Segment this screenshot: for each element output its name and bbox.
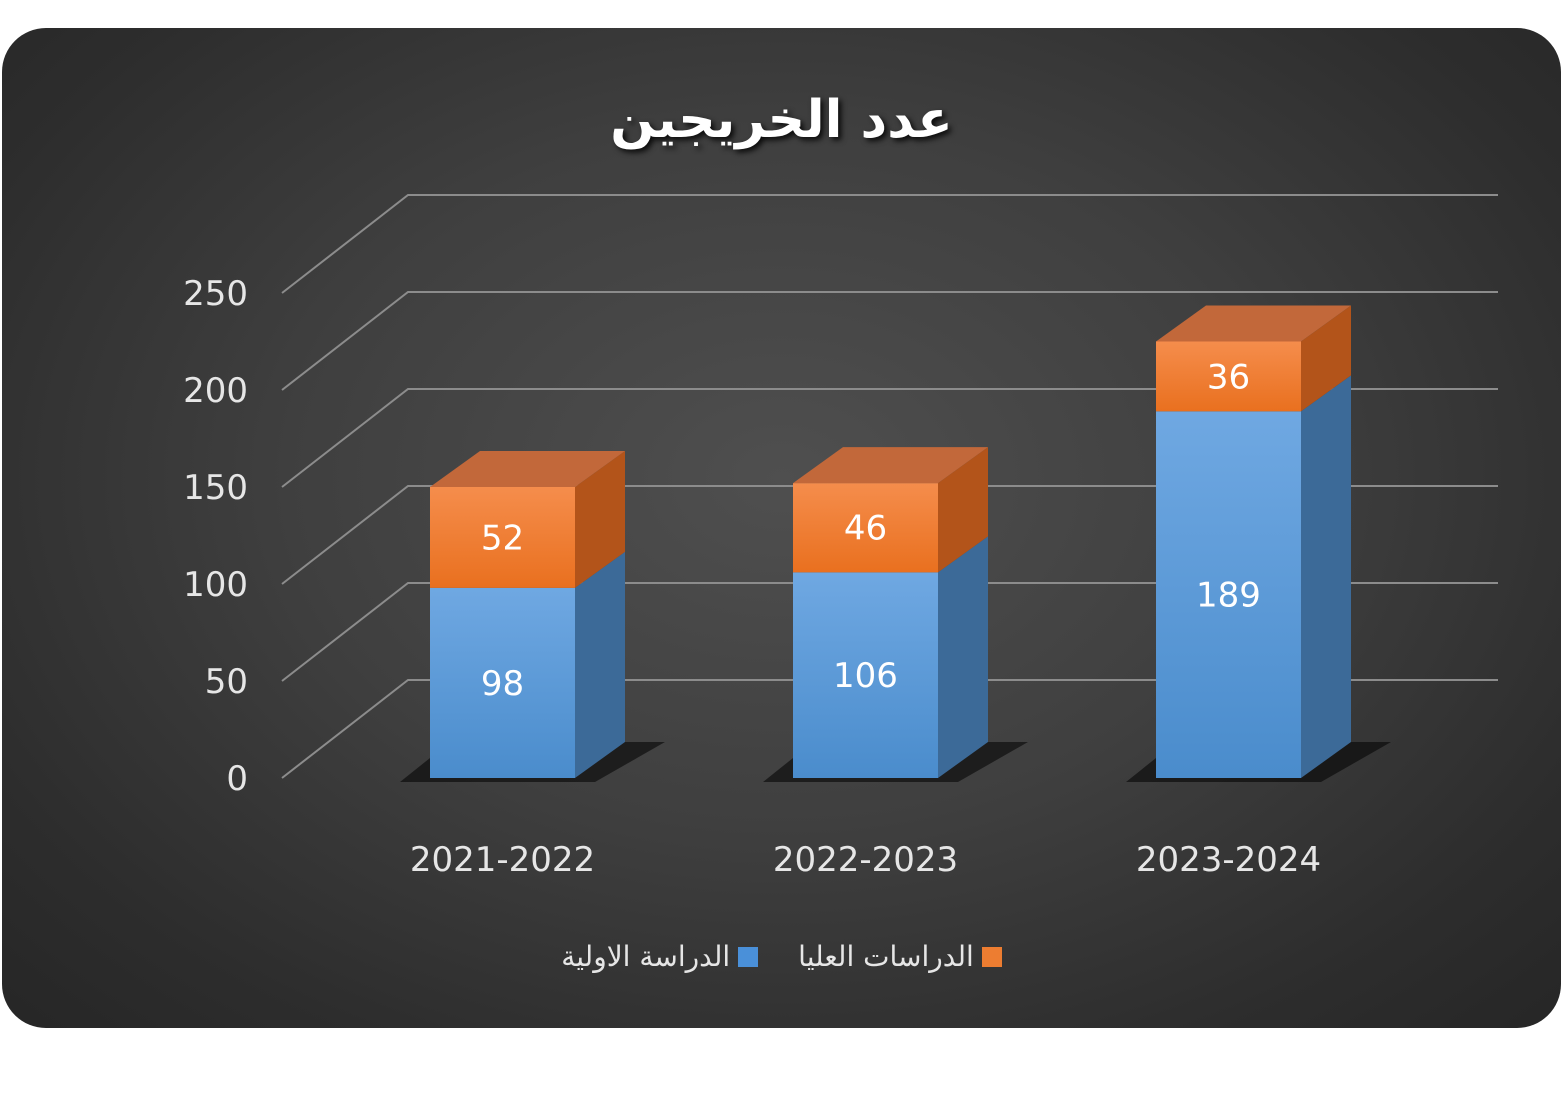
bar-value-label: 189 [1196, 576, 1261, 616]
bars [400, 305, 1391, 782]
bar-value-label: 36 [1207, 357, 1250, 397]
chart-plot: 0 50 100 150 200 250 98 52 106 46 189 36 2021-2022… [183, 194, 1498, 880]
x-category-label: 2023-2024 [1136, 840, 1321, 880]
bar-side [575, 551, 625, 778]
y-tick-label: 100 [183, 565, 248, 605]
legend-swatch-undergraduate [738, 946, 759, 967]
bar-front [793, 572, 938, 778]
y-tick-label: 0 [226, 759, 248, 799]
bar-front [1156, 411, 1301, 778]
legend-swatch-graduate [981, 946, 1002, 967]
y-tick-label: 250 [183, 274, 248, 314]
chart-title: عدد الخريجين [610, 90, 953, 150]
bar-value-label: 52 [481, 518, 524, 558]
legend-item-undergraduate: الدراسة الاولية [561, 940, 759, 973]
legend-label-undergraduate: الدراسة الاولية [561, 940, 731, 973]
gridline [281, 679, 1498, 779]
bar-side [938, 447, 988, 573]
legend-label-graduate: الدراسات العليا [798, 940, 974, 973]
bar-front [430, 487, 575, 588]
y-axis-ticks: 0 50 100 150 200 250 [183, 274, 248, 799]
bar-value-label: 98 [481, 664, 524, 704]
chart-card: عدد الخريجين 0 50 100 150 200 250 98 52 106 46 18… [2, 28, 1561, 1028]
bar-side [1301, 375, 1351, 778]
bar-top [793, 447, 988, 484]
gridline [281, 485, 1498, 585]
y-tick-label: 50 [205, 662, 248, 702]
x-category-label: 2022-2023 [773, 840, 958, 880]
bar-front [793, 483, 938, 573]
gridline [281, 194, 1498, 294]
value-labels: 98 52 106 46 189 36 [481, 357, 1261, 704]
bar-value-label: 106 [833, 656, 898, 696]
bar-side [1301, 305, 1351, 412]
bar-top [1156, 305, 1351, 342]
bar-value-label: 46 [844, 509, 887, 549]
y-tick-label: 150 [183, 468, 248, 508]
bar-front [1156, 341, 1301, 412]
y-tick-label: 200 [183, 371, 248, 411]
bar-front [430, 587, 575, 778]
gridline [281, 291, 1498, 391]
gridline [281, 388, 1498, 488]
legend: الدراسة الاولية الدراسات العليا [2, 940, 1561, 973]
gridlines [281, 194, 1498, 779]
legend-item-graduate: الدراسات العليا [798, 940, 1002, 973]
x-category-label: 2021-2022 [410, 840, 595, 880]
bar-top [430, 451, 625, 487]
gridline [281, 582, 1498, 682]
bar-side [938, 536, 988, 778]
x-axis-categories: 2021-2022 2022-2023 2023-2024 [410, 840, 1321, 880]
bar-side [575, 451, 625, 588]
